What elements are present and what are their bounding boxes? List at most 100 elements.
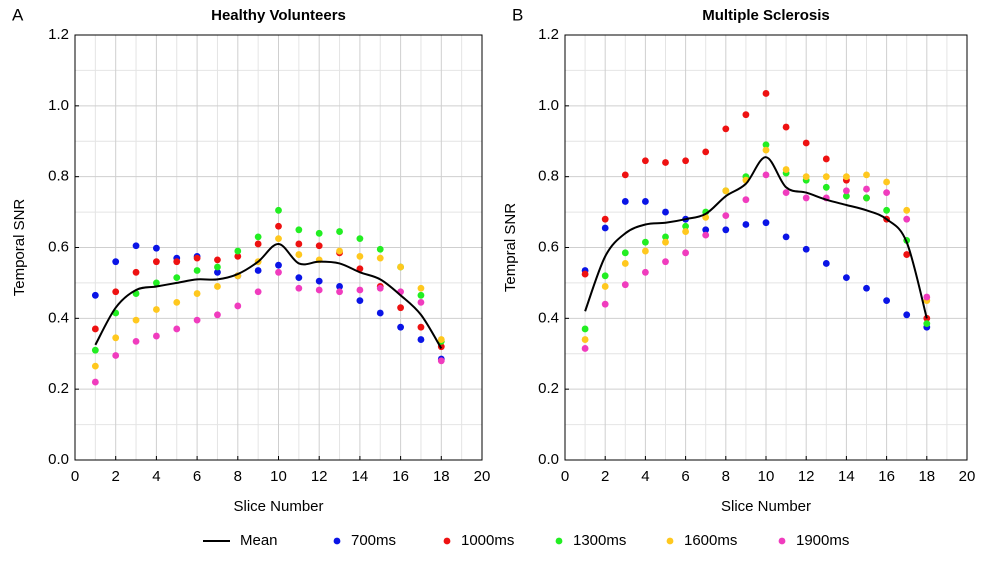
data-point: [843, 274, 850, 282]
data-point: [682, 157, 689, 165]
data-point: [91, 378, 99, 386]
data-point: [275, 222, 282, 230]
data-point: [234, 247, 242, 255]
plot-area: 0 2 4 6 8 10 12 14 16 18 20 0.0 0.2 0.4 0.6 0.8 1.0 1.2 Mu…: [502, 5, 975, 514]
data-point: [214, 311, 221, 319]
y-tick-label: 0.6: [48, 238, 69, 255]
data-point: [621, 260, 629, 267]
data-point: [417, 323, 425, 331]
data-point: [662, 233, 669, 241]
x-tick-label: 12: [798, 468, 815, 485]
data-point: [132, 337, 140, 345]
data-point: [742, 111, 750, 119]
data-point: [762, 90, 770, 97]
data-point: [822, 260, 830, 267]
x-tick-label: 14: [352, 468, 369, 485]
y-axis-label: Temporal SNR: [11, 199, 28, 297]
data-point: [843, 192, 850, 200]
data-point: [822, 173, 830, 181]
data-point: [153, 306, 160, 313]
x-tick-label: 20: [474, 468, 491, 485]
x-tick-label: 6: [193, 468, 201, 485]
data-point: [802, 245, 810, 253]
data-point: [863, 194, 870, 202]
chart-title: Healthy Volunteers: [211, 7, 346, 24]
data-point: [762, 141, 770, 149]
data-point: [702, 226, 710, 234]
data-point: [762, 219, 770, 227]
data-point: [762, 171, 770, 179]
data-point: [91, 325, 99, 333]
data-point: [356, 297, 364, 305]
data-point: [923, 320, 931, 328]
data-point: [417, 284, 425, 292]
data-point: [822, 183, 830, 191]
data-point: [782, 123, 790, 131]
data-point: [91, 362, 99, 370]
x-tick-label: 20: [959, 468, 976, 485]
data-point: [112, 288, 120, 296]
data-point: [153, 244, 160, 252]
data-point: [397, 304, 404, 312]
x-tick-label: 0: [561, 468, 569, 485]
data-point: [153, 279, 160, 287]
data-point: [621, 171, 629, 179]
x-axis-label: Slice Number: [721, 498, 811, 515]
data-point: [802, 173, 810, 181]
data-point: [437, 357, 445, 365]
data-point: [621, 249, 629, 257]
data-point: [193, 267, 201, 274]
data-point: [883, 297, 890, 305]
data-point: [923, 293, 931, 301]
x-tick-label: 6: [681, 468, 689, 485]
data-point: [581, 325, 589, 333]
data-point: [843, 187, 850, 195]
data-point: [275, 261, 282, 269]
data-point: [883, 206, 890, 214]
legend-swatch: [555, 537, 563, 545]
legend: Mean 700ms 1000ms 1300ms 1600ms 1900ms: [203, 532, 849, 549]
data-point: [91, 346, 99, 354]
data-point: [822, 155, 830, 163]
data-point: [336, 228, 343, 235]
y-tick-label: 0.8: [48, 168, 69, 185]
panel-label: A: [12, 5, 24, 24]
x-tick-label: 2: [112, 468, 120, 485]
data-point: [376, 245, 384, 253]
plot-area: 0 2 4 6 8 10 12 14 16 18 20 0.0 0.2 0.4 0.6 0.8 1.0 1.2 He…: [11, 5, 490, 514]
data-point: [662, 159, 669, 166]
data-point: [315, 229, 323, 237]
data-point: [417, 298, 425, 306]
data-point: [601, 283, 609, 290]
data-point: [782, 189, 790, 197]
data-point: [275, 206, 282, 214]
y-tick-label: 1.0: [48, 97, 69, 114]
y-tick-label: 1.2: [538, 26, 559, 43]
data-point: [642, 247, 649, 255]
data-point: [662, 208, 669, 216]
y-tick-label: 1.0: [538, 97, 559, 114]
data-point: [742, 196, 750, 204]
data-point: [112, 352, 120, 359]
data-point: [782, 166, 790, 173]
data-point: [722, 187, 730, 195]
data-point: [437, 336, 445, 343]
data-point: [702, 148, 710, 156]
data-point: [112, 334, 120, 342]
data-point: [863, 171, 870, 179]
data-point: [742, 221, 750, 228]
data-point: [642, 157, 649, 165]
data-point: [376, 309, 384, 317]
x-tick-label: 12: [311, 468, 328, 485]
y-tick-label: 0.2: [48, 380, 69, 397]
y-tick-label: 0.4: [538, 309, 559, 326]
legend-swatch: [666, 537, 674, 545]
data-point: [173, 258, 181, 266]
data-point: [356, 235, 364, 243]
x-tick-label: 10: [270, 468, 287, 485]
data-point: [903, 206, 911, 214]
data-point: [417, 336, 425, 343]
data-point: [601, 300, 609, 308]
data-point: [356, 265, 364, 273]
data-point: [234, 302, 242, 310]
